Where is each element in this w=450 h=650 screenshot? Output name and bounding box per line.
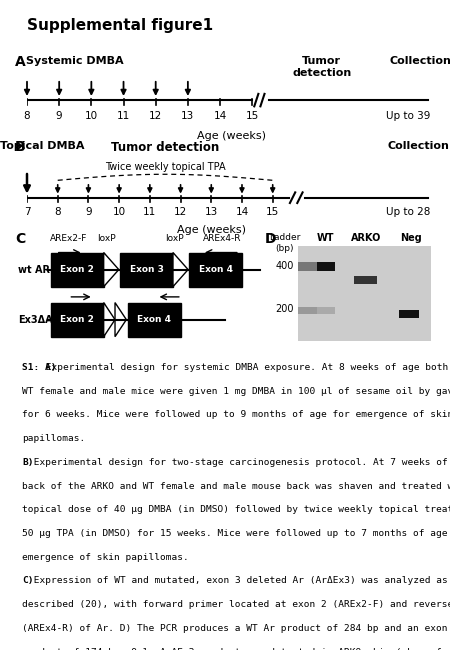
Text: Expression of WT and mutated, exon 3 deleted Ar (ArΔEx3) was analyzed as previou: Expression of WT and mutated, exon 3 del…	[28, 577, 450, 586]
Text: wt AR: wt AR	[18, 265, 50, 274]
Text: C: C	[15, 232, 26, 246]
Text: 14: 14	[235, 207, 248, 217]
Text: Exon 2: Exon 2	[60, 315, 94, 324]
Text: Exon 2: Exon 2	[60, 265, 94, 274]
Text: 9: 9	[85, 207, 92, 217]
FancyBboxPatch shape	[189, 252, 242, 287]
Text: 11: 11	[117, 111, 130, 120]
Text: 50 μg TPA (in DMSO) for 15 weeks. Mice were followed up to 7 months of age for: 50 μg TPA (in DMSO) for 15 weeks. Mice w…	[22, 529, 450, 538]
FancyBboxPatch shape	[399, 310, 419, 318]
Polygon shape	[115, 303, 126, 337]
Text: 15: 15	[246, 111, 259, 120]
Text: A: A	[15, 55, 26, 70]
Text: C): C)	[22, 577, 34, 586]
FancyBboxPatch shape	[298, 246, 431, 341]
Text: back of the ARKO and WT female and male mouse back was shaven and treated with s: back of the ARKO and WT female and male …	[22, 482, 450, 491]
Text: Neg: Neg	[400, 233, 422, 243]
Text: Exon 4: Exon 4	[199, 265, 233, 274]
FancyBboxPatch shape	[298, 307, 317, 314]
Text: 12: 12	[174, 207, 187, 217]
Text: 13: 13	[181, 111, 194, 120]
Text: Collection: Collection	[387, 141, 449, 151]
Text: Systemic DMBA: Systemic DMBA	[27, 57, 124, 66]
Polygon shape	[173, 252, 188, 287]
FancyBboxPatch shape	[128, 303, 180, 337]
Text: Tumor detection: Tumor detection	[111, 141, 219, 154]
Text: 400: 400	[276, 261, 294, 271]
FancyBboxPatch shape	[317, 307, 336, 314]
Text: 14: 14	[213, 111, 227, 120]
Text: Supplemental figure1: Supplemental figure1	[27, 18, 213, 33]
Text: described (20), with forward primer located at exon 2 (AREx2-F) and reverse at e: described (20), with forward primer loca…	[22, 600, 450, 609]
Text: AREx2-F: AREx2-F	[50, 234, 87, 243]
FancyBboxPatch shape	[298, 262, 317, 270]
Text: Topical DMBA: Topical DMBA	[0, 141, 85, 151]
Text: 13: 13	[205, 207, 218, 217]
FancyBboxPatch shape	[317, 262, 336, 270]
Text: AREx4-R: AREx4-R	[203, 234, 241, 243]
Text: loxP: loxP	[165, 234, 184, 243]
Text: topical dose of 40 μg DMBA (in DMSO) followed by twice weekly topical treatment : topical dose of 40 μg DMBA (in DMSO) fol…	[22, 505, 450, 514]
Text: Age (weeks): Age (weeks)	[177, 226, 246, 235]
Text: Up to 39: Up to 39	[386, 111, 430, 120]
Text: 8: 8	[24, 111, 30, 120]
Text: Age (weeks): Age (weeks)	[197, 131, 266, 141]
Text: Up to 28: Up to 28	[386, 207, 430, 217]
Text: Experimental design for systemic DMBA exposure. At 8 weeks of age both ARKO and: Experimental design for systemic DMBA ex…	[40, 363, 450, 372]
Text: 9: 9	[56, 111, 63, 120]
Text: Exon 4: Exon 4	[137, 315, 171, 324]
Text: 12: 12	[149, 111, 162, 120]
Text: loxP: loxP	[97, 234, 116, 243]
FancyBboxPatch shape	[120, 252, 173, 287]
Polygon shape	[104, 252, 119, 287]
Text: 7: 7	[24, 207, 30, 217]
Text: for 6 weeks. Mice were followed up to 9 months of age for emergence of skin: for 6 weeks. Mice were followed up to 9 …	[22, 410, 450, 419]
Text: papillomas.: papillomas.	[22, 434, 86, 443]
Text: Collection: Collection	[389, 57, 450, 66]
Text: Ladder
(bp): Ladder (bp)	[269, 233, 301, 253]
Text: ARKO: ARKO	[351, 233, 382, 243]
Text: (AREx4-R) of Ar. D) The PCR produces a WT Ar product of 284 bp and an exon 3 del: (AREx4-R) of Ar. D) The PCR produces a W…	[22, 624, 450, 633]
Text: emergence of skin papillomas.: emergence of skin papillomas.	[22, 552, 189, 562]
Text: WT female and male mice were given 1 mg DMBA in 100 μl of sesame oil by gavage, : WT female and male mice were given 1 mg …	[22, 387, 450, 396]
Text: B): B)	[22, 458, 34, 467]
Text: 8: 8	[54, 207, 61, 217]
Text: S1: A): S1: A)	[22, 363, 57, 372]
Text: 10: 10	[112, 207, 126, 217]
Polygon shape	[104, 303, 115, 337]
FancyBboxPatch shape	[51, 303, 104, 337]
Text: 10: 10	[85, 111, 98, 120]
Text: WT: WT	[317, 233, 334, 243]
Text: D: D	[265, 232, 276, 246]
Text: Ex3ΔAR: Ex3ΔAR	[18, 315, 60, 324]
FancyBboxPatch shape	[51, 252, 104, 287]
Text: Exon 3: Exon 3	[130, 265, 163, 274]
Text: Experimental design for two-stage carcinogenesis protocol. At 7 weeks of age the: Experimental design for two-stage carcin…	[28, 458, 450, 467]
Text: Twice weekly topical TPA: Twice weekly topical TPA	[105, 162, 225, 172]
Text: product of 174 bp. Only ArΔEx3 product was detected in ARKO skin (shown for male: product of 174 bp. Only ArΔEx3 product w…	[22, 647, 450, 650]
Text: B: B	[15, 140, 25, 154]
Text: 11: 11	[143, 207, 157, 217]
Text: 15: 15	[266, 207, 279, 217]
Text: Tumor
detection: Tumor detection	[292, 57, 351, 78]
FancyBboxPatch shape	[354, 276, 377, 285]
Text: 200: 200	[275, 304, 294, 315]
